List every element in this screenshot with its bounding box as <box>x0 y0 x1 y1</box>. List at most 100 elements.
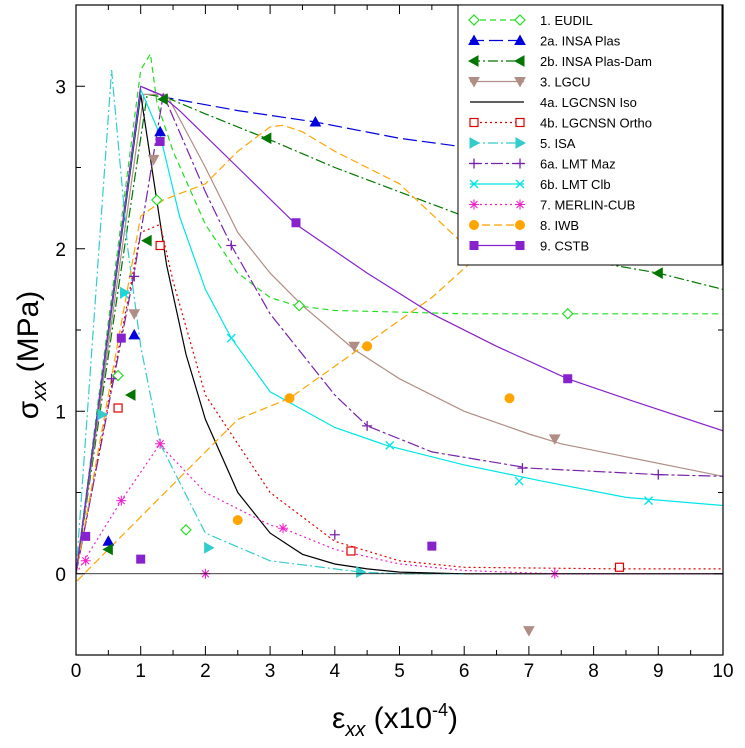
legend-box <box>457 4 723 266</box>
data-point-3-lgcu <box>523 626 535 637</box>
data-point-6a-lmt-maz <box>226 240 237 251</box>
x-axis-close-paren: ) <box>448 702 458 735</box>
x-axis-title: εxx (x10-4) <box>332 700 458 741</box>
data-point-2a-insa-plas <box>154 125 166 137</box>
data-point-7-merlin-cub <box>116 495 127 506</box>
x-tick-label: 6 <box>459 661 470 682</box>
data-point-9-cstb <box>155 137 165 146</box>
series-line-8-iwb <box>76 124 478 583</box>
data-point-8-iwb <box>232 515 243 526</box>
legend-label-1-eudil: 1. EUDIL <box>540 13 593 28</box>
data-point-3-lgcu <box>147 154 160 166</box>
x-axis-exponent: -4 <box>432 700 448 720</box>
legend-label-7-merlin-cub: 7. MERLIN-CUB <box>540 198 635 213</box>
legend-marker-1-eudil <box>514 14 526 26</box>
legend-label-6b-lmt-clb: 6b. LMT Clb <box>540 177 611 192</box>
data-point-6b-lmt-clb <box>644 496 654 506</box>
legend-label-2a-insa-plas: 2a. INSA Plas <box>540 34 621 49</box>
legend-marker-6b-lmt-clb <box>515 179 525 189</box>
data-point-2b-insa-plas-dam <box>652 267 663 279</box>
data-point-8-iwb <box>284 393 295 404</box>
x-tick-label: 4 <box>330 661 341 682</box>
legend-marker-9-cstb <box>469 241 479 250</box>
legend-marker-6b-lmt-clb <box>469 179 479 189</box>
y-tick-label: 2 <box>55 240 66 261</box>
data-point-2a-insa-plas <box>128 328 141 340</box>
legend-label-9-cstb: 9. CSTB <box>540 239 589 254</box>
legend-marker-3-lgcu <box>468 77 480 88</box>
data-point-5-isa <box>356 566 367 578</box>
series-line-6a-lmt-maz <box>76 92 723 574</box>
series-line-5-isa <box>76 69 465 575</box>
y-axis-title: σxx (MPa) <box>12 291 51 420</box>
data-point-6a-lmt-maz <box>362 420 373 431</box>
data-point-6a-lmt-maz <box>106 373 117 384</box>
legend-marker-9-cstb <box>515 241 525 250</box>
x-tick-label: 3 <box>265 661 276 682</box>
legend-label-4b-lgcnsn-ortho: 4b. LGCNSN Ortho <box>540 116 652 131</box>
series-line-1-eudil <box>76 52 723 574</box>
data-point-9-cstb <box>81 531 91 541</box>
legend-label-3-lgcu: 3. LGCU <box>540 75 591 90</box>
legend-marker-2a-insa-plas <box>514 34 526 45</box>
data-point-6a-lmt-maz <box>329 529 340 540</box>
data-point-5-isa <box>97 408 108 421</box>
data-point-9-cstb <box>291 218 301 228</box>
data-point-4b-lgcnsn-ortho <box>113 403 123 413</box>
legend-marker-4b-lgcnsn-ortho <box>515 117 525 128</box>
data-point-6b-lmt-clb <box>385 440 395 450</box>
x-tick-label: 1 <box>135 661 146 682</box>
legend-marker-5-isa <box>469 137 481 149</box>
x-tick-label: 7 <box>524 661 535 682</box>
data-point-3-lgcu <box>548 434 561 445</box>
data-point-6a-lmt-maz <box>129 271 140 282</box>
legend-marker-7-merlin-cub <box>515 199 525 210</box>
y-tick-label: 3 <box>55 77 66 98</box>
legend-label-2b-insa-plas-dam: 2b. INSA Plas-Dam <box>540 54 652 69</box>
data-point-1-eudil <box>293 299 306 312</box>
data-point-4b-lgcnsn-ortho <box>155 240 165 251</box>
data-point-4b-lgcnsn-ortho <box>346 546 356 556</box>
legend-marker-5-isa <box>515 137 527 149</box>
y-axis-subscript: xx <box>29 380 51 402</box>
data-point-7-merlin-cub <box>278 523 289 534</box>
legend-marker-8-iwb <box>515 220 525 230</box>
data-point-1-eudil <box>151 194 163 206</box>
legend-marker-6a-lmt-maz <box>469 158 479 169</box>
legend-label-8-iwb: 8. IWB <box>540 218 579 233</box>
data-point-6b-lmt-clb <box>120 289 129 299</box>
data-point-6b-lmt-clb <box>226 333 236 343</box>
data-point-3-lgcu <box>348 341 361 353</box>
legend-label-6a-lmt-maz: 6a. LMT Maz <box>540 157 616 172</box>
legend-label-5-isa: 5. ISA <box>540 136 576 151</box>
data-point-7-merlin-cub <box>155 438 166 449</box>
x-tick-label: 8 <box>588 661 599 682</box>
data-point-8-iwb <box>362 341 373 352</box>
y-tick-label: 0 <box>55 565 66 586</box>
series-line-4b-lgcnsn-ortho <box>76 223 723 574</box>
series-line-9-cstb <box>76 85 723 574</box>
legend-label-4a-lgcnsn-iso: 4a. LGCNSN Iso <box>540 95 637 110</box>
data-point-9-cstb <box>427 541 437 551</box>
data-point-5-isa <box>204 541 215 554</box>
data-point-6b-lmt-clb <box>514 476 524 486</box>
data-point-2a-insa-plas <box>309 115 322 127</box>
data-point-7-merlin-cub <box>80 555 91 566</box>
data-point-2b-insa-plas-dam <box>124 389 136 401</box>
x-tick-label: 5 <box>394 661 405 682</box>
x-axis-symbol: ε <box>332 702 345 735</box>
y-axis-symbol: σ <box>12 400 45 419</box>
legend-marker-8-iwb <box>469 220 479 230</box>
data-point-2a-insa-plas <box>102 535 115 546</box>
series-line-7-merlin-cub <box>76 442 723 575</box>
x-tick-label: 0 <box>71 661 82 682</box>
x-axis-unit: (x10 <box>365 702 432 735</box>
x-tick-label: 9 <box>653 661 664 682</box>
legend-marker-2a-insa-plas <box>468 34 480 45</box>
data-point-1-eudil <box>180 524 192 536</box>
legend-marker-6a-lmt-maz <box>515 158 525 169</box>
legend-marker-4b-lgcnsn-ortho <box>469 117 479 128</box>
data-point-1-eudil <box>561 307 574 320</box>
